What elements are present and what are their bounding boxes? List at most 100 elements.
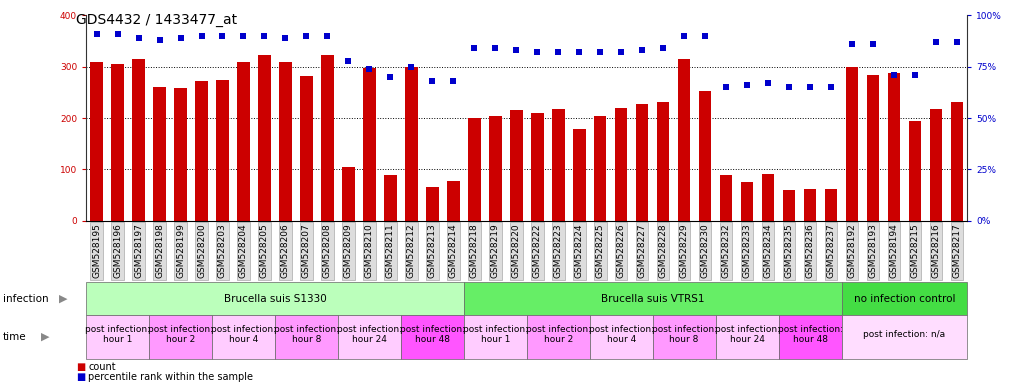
Point (550, 49, 566, 55)
Bar (531, 113, 544, 221)
Point (446, 78, 462, 84)
Point (424, 78, 441, 84)
Text: ▶: ▶ (59, 293, 67, 304)
Point (865, 41, 881, 47)
Text: post infection:
hour 8: post infection: hour 8 (651, 325, 716, 344)
Bar (846, 67, 858, 221)
Bar (149, 315, 212, 359)
Point (760, 80, 776, 86)
Bar (426, 187, 439, 221)
Bar (216, 79, 229, 221)
Point (215, 33, 231, 39)
Bar (447, 181, 460, 221)
Point (529, 49, 545, 55)
Bar (590, 315, 652, 359)
Bar (950, 102, 963, 221)
Text: ▶: ▶ (41, 332, 49, 342)
Text: post infection:
hour 8: post infection: hour 8 (274, 325, 339, 344)
Bar (90, 61, 103, 221)
Point (802, 84, 819, 90)
Bar (468, 118, 480, 221)
Bar (86, 315, 149, 359)
Point (278, 35, 294, 41)
Bar (527, 315, 590, 359)
Point (655, 45, 672, 51)
Point (235, 33, 251, 39)
Bar (842, 315, 967, 359)
Bar (652, 315, 715, 359)
Point (362, 66, 378, 72)
Point (109, 31, 126, 37)
Text: time: time (3, 332, 26, 342)
Text: Brucella suis VTRS1: Brucella suis VTRS1 (601, 293, 704, 304)
Text: post infection:
hour 4: post infection: hour 4 (589, 325, 653, 344)
Bar (86, 282, 464, 315)
Point (928, 39, 944, 45)
Point (634, 47, 650, 53)
Bar (338, 315, 401, 359)
Text: post infection:
hour 1: post infection: hour 1 (463, 325, 528, 344)
Text: ■: ■ (76, 362, 85, 372)
Point (885, 72, 903, 78)
Bar (909, 121, 921, 221)
Bar (111, 64, 124, 221)
Text: no infection control: no infection control (854, 293, 955, 304)
Bar (656, 102, 670, 221)
Text: post infection:
hour 1: post infection: hour 1 (85, 325, 150, 344)
Bar (212, 315, 275, 359)
Point (403, 64, 419, 70)
Point (823, 84, 839, 90)
Bar (363, 68, 376, 221)
Text: post infection:
hour 2: post infection: hour 2 (526, 325, 591, 344)
Text: post infection:
hour 48: post infection: hour 48 (778, 325, 843, 344)
Bar (384, 175, 397, 221)
Point (256, 33, 272, 39)
Text: percentile rank within the sample: percentile rank within the sample (88, 372, 253, 382)
Bar (699, 91, 711, 221)
Bar (887, 73, 901, 221)
Bar (762, 174, 774, 221)
Bar (783, 190, 795, 221)
Point (172, 35, 188, 41)
Point (131, 35, 147, 41)
Bar (342, 167, 355, 221)
Bar (174, 88, 186, 221)
Text: post infection: n/a: post infection: n/a (863, 330, 945, 339)
Bar (930, 109, 942, 221)
Bar (464, 315, 527, 359)
Bar (237, 61, 250, 221)
Text: infection: infection (3, 293, 49, 304)
Point (844, 41, 860, 47)
Point (466, 45, 482, 51)
Point (592, 49, 608, 55)
Point (907, 72, 923, 78)
Bar (552, 109, 564, 221)
Bar (196, 81, 208, 221)
Bar (401, 315, 464, 359)
Point (613, 49, 629, 55)
Point (509, 47, 525, 53)
Point (193, 33, 210, 39)
Text: post infection:
hour 24: post infection: hour 24 (337, 325, 402, 344)
Point (739, 82, 756, 88)
Text: post infection:
hour 48: post infection: hour 48 (400, 325, 465, 344)
Bar (573, 129, 586, 221)
Point (487, 45, 503, 51)
Point (382, 74, 398, 80)
Bar (803, 189, 816, 221)
Bar (405, 67, 417, 221)
Bar (867, 75, 879, 221)
Point (697, 33, 713, 39)
Point (340, 58, 357, 64)
Text: GDS4432 / 1433477_at: GDS4432 / 1433477_at (76, 13, 237, 27)
Point (319, 33, 335, 39)
Bar (489, 116, 501, 221)
Bar (678, 59, 691, 221)
Bar (300, 76, 313, 221)
Bar (779, 315, 842, 359)
Text: count: count (88, 362, 115, 372)
Bar (258, 55, 270, 221)
Bar (280, 61, 292, 221)
Bar (321, 55, 333, 221)
Bar (133, 59, 145, 221)
